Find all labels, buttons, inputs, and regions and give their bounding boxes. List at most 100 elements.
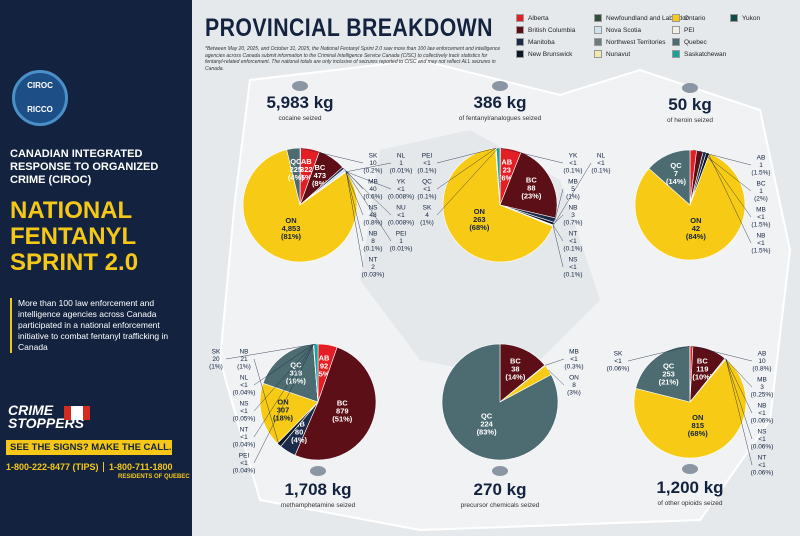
- slice-label-outside: ON: [569, 375, 579, 382]
- legend-swatch: [594, 14, 602, 22]
- slice-label: AB: [501, 157, 512, 166]
- slice-label: (18%): [273, 413, 294, 422]
- slice-label-outside: (0.7%): [563, 220, 582, 227]
- slice-label: (5%): [298, 173, 314, 182]
- slice-label-outside: NB: [757, 403, 766, 410]
- slice-label-outside: 8: [572, 382, 576, 389]
- slice-label: QC: [290, 361, 302, 370]
- slice-label-outside: (0.06%): [607, 366, 630, 373]
- campaign-title: NATIONAL FENTANYL SPRINT 2.0: [10, 197, 139, 276]
- leader-line: [300, 147, 364, 164]
- slice-label-outside: (0.01%): [390, 168, 413, 175]
- slice-label-outside: SK: [369, 153, 378, 160]
- amount-subtitle: methamphetamine seized: [281, 502, 356, 509]
- slice-label-outside: (0.2%): [363, 168, 382, 175]
- pie-slice: [294, 346, 377, 461]
- legend-label: PEI: [684, 26, 695, 34]
- pie-slice: [496, 147, 501, 206]
- slice-label-outside: (0.6%): [363, 194, 382, 201]
- slice-label-outside: NL: [597, 153, 606, 160]
- slice-label-outside: NS: [368, 205, 378, 212]
- slice-label: 38: [511, 364, 519, 373]
- slice-label-outside: <1: [757, 240, 765, 247]
- slice-label-outside: (0.06%): [751, 470, 774, 477]
- pie-slice: [634, 153, 746, 261]
- slice-label-outside: 1: [759, 162, 763, 169]
- amount-title: 386 kg: [474, 93, 527, 112]
- slice-label-outside: 20: [212, 356, 220, 363]
- leader-line: [253, 344, 314, 386]
- legend-label: New Brunswick: [528, 50, 573, 58]
- legend: Alberta British Columbia Manitoba New Bruns…: [516, 12, 796, 64]
- leader-line: [693, 149, 752, 166]
- legend-item: Quebec: [672, 36, 730, 48]
- slice-label: (51%): [332, 414, 353, 423]
- slice-label-outside: 2: [371, 264, 375, 271]
- slice-label-outside: NS: [568, 257, 578, 264]
- slice-label-outside: (1%): [209, 364, 223, 371]
- slice-label: (4%): [291, 436, 307, 445]
- phone-tips[interactable]: 1-800-222-8477 (TIPS): [6, 462, 104, 472]
- slice-label-outside: (0.1%): [563, 246, 582, 253]
- legend-label: Saskatchewan: [684, 50, 727, 58]
- leader-line: [552, 225, 564, 268]
- slice-label: 318: [290, 369, 303, 378]
- slice-label: QC: [663, 362, 675, 371]
- slice-label: (10%): [692, 373, 713, 382]
- slice-label-outside: <1: [240, 382, 248, 389]
- logo-bottom: RICCO: [27, 105, 53, 114]
- amount-title: 1,708 kg: [284, 480, 351, 499]
- slice-label-outside: 8: [371, 238, 375, 245]
- legend-swatch: [594, 38, 602, 46]
- pie-slice: [499, 343, 546, 403]
- legend-swatch: [730, 14, 738, 22]
- slice-label: 23: [503, 165, 511, 174]
- legend-swatch: [594, 50, 602, 58]
- slice-label-outside: (0.01%): [390, 246, 413, 253]
- slice-label-outside: 1: [759, 188, 763, 195]
- amount-title: 270 kg: [474, 480, 527, 499]
- slice-label-outside: (3%): [567, 390, 581, 397]
- slice-label-outside: (1%): [566, 194, 580, 201]
- slice-label: ON: [285, 216, 296, 225]
- legend-label: British Columbia: [528, 26, 576, 34]
- leader-line: [344, 170, 364, 216]
- slice-label-outside: (1%): [420, 220, 434, 227]
- slice-label-outside: <1: [570, 356, 578, 363]
- slice-label-outside: MB: [569, 349, 579, 356]
- amount-title: 1,200 kg: [656, 478, 723, 497]
- slice-label: AB: [319, 354, 330, 363]
- phone-quebec[interactable]: 1-800-711-1800: [109, 462, 173, 472]
- amount-subtitle: of fentanyl/analogues seized: [459, 115, 542, 122]
- slice-label: 80: [295, 428, 303, 437]
- icon: [492, 81, 508, 91]
- slice-label-outside: <1: [569, 238, 577, 245]
- legend-item: Ontario: [672, 12, 730, 24]
- slice-label-outside: (0.04%): [233, 468, 256, 475]
- leader-line: [544, 358, 565, 366]
- slice-label-outside: PEI: [396, 231, 407, 238]
- leader-line: [253, 344, 314, 412]
- footnote: *Between May 20, 2025, and October 31, 2…: [205, 46, 501, 72]
- leader-line: [253, 344, 314, 438]
- legend-item: New Brunswick: [516, 48, 594, 60]
- pie-slice: [633, 358, 747, 459]
- legend-swatch: [672, 38, 680, 46]
- slice-label-outside: NS: [239, 401, 249, 408]
- legend-swatch: [672, 26, 680, 34]
- slice-label: 815: [692, 421, 705, 430]
- slice-label-outside: (0.3%): [564, 364, 583, 371]
- legend-swatch: [516, 14, 524, 22]
- slice-label: 879: [336, 406, 349, 415]
- slice-label-outside: 10: [369, 160, 377, 167]
- leader-line: [345, 171, 364, 242]
- slice-label: (19%): [286, 377, 307, 386]
- slice-label-outside: 40: [369, 186, 377, 193]
- slogan: SEE THE SIGNS? MAKE THE CALL.: [6, 440, 172, 455]
- slice-label-outside: YK: [397, 179, 406, 186]
- leader-line: [500, 147, 564, 164]
- slice-label-outside: <1: [569, 264, 577, 271]
- ciroc-logo: CIROC RICCO: [12, 70, 68, 126]
- slice-label: 307: [277, 405, 290, 414]
- slice-label-outside: <1: [240, 434, 248, 441]
